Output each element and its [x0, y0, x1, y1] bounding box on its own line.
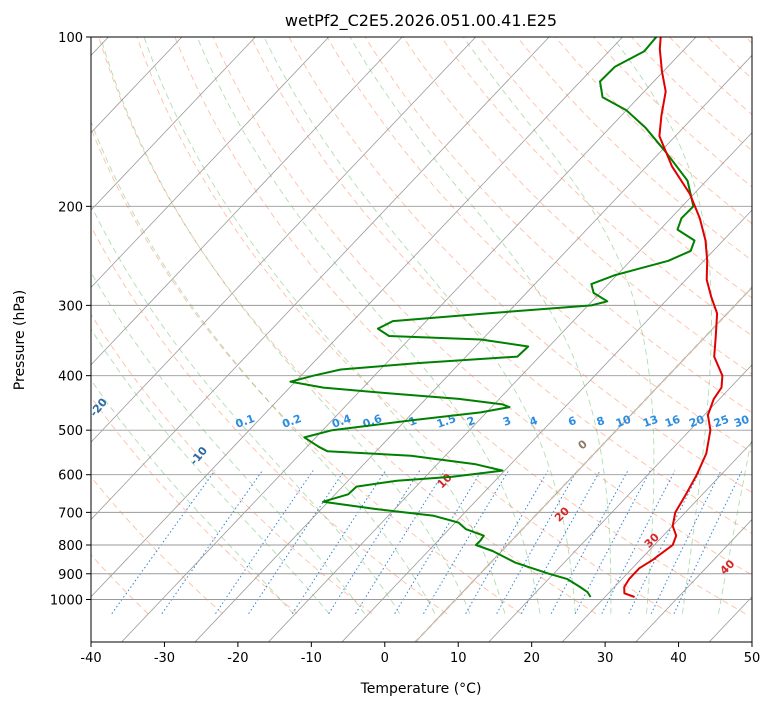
- mixing-ratio-label: 25: [712, 413, 731, 430]
- x-tick-label: -40: [80, 651, 101, 666]
- dry-adiabat-line: [283, 25, 775, 614]
- dry-adiabat-label: -10: [187, 444, 210, 468]
- moist-adiabat-line: [0, 37, 293, 614]
- mixing-ratio-label: 0.6: [361, 412, 384, 431]
- moist-adiabats: [0, 37, 775, 614]
- y-tick-label: 100: [58, 31, 83, 46]
- isotherm-gridline: [709, 37, 775, 642]
- x-tick-label: -10: [301, 651, 322, 666]
- moist-adiabat-line: [613, 37, 712, 614]
- moist-adiabat-label: 30: [642, 530, 662, 550]
- mixing-ratio-line: [329, 471, 420, 614]
- dry-adiabat-line: [133, 25, 671, 614]
- dewpoint-line: [290, 37, 694, 597]
- freezing-level-label: 0: [576, 437, 590, 452]
- moist-adiabat-label: 40: [717, 557, 737, 577]
- dry-adiabat-line: [245, 25, 775, 614]
- mixing-ratio-label: 8: [595, 414, 607, 429]
- dry-adiabats: [0, 25, 775, 614]
- dry-adiabat-line: [545, 25, 775, 614]
- mixing-ratio-line: [551, 471, 628, 614]
- profiles: [290, 37, 722, 597]
- isotherm-gridline: [562, 37, 775, 642]
- x-tick-label: -30: [154, 651, 175, 666]
- moist-adiabat-line: [64, 37, 435, 614]
- moist-adiabat-line: [755, 37, 775, 614]
- y-tick-label: 300: [58, 299, 83, 314]
- x-tick-label: 50: [744, 651, 761, 666]
- dry-adiabat-line: [95, 25, 596, 614]
- isotherm-gridline: [489, 37, 775, 642]
- mixing-ratio-label: 4: [528, 414, 540, 429]
- x-axis-label: Temperature (°C): [360, 681, 482, 697]
- mixing-ratio-line: [292, 471, 385, 614]
- chart-title: wetPf2_C2E5.2026.051.00.41.E25: [285, 11, 557, 31]
- y-tick-label: 800: [58, 539, 83, 554]
- y-tick-label: 200: [58, 200, 83, 215]
- plot-frame: [91, 37, 752, 642]
- mixing-ratio-line: [395, 471, 482, 614]
- mixing-ratio-line: [629, 471, 700, 614]
- dry-adiabat-line: [0, 25, 223, 614]
- moist-adiabat-label: 20: [552, 504, 572, 524]
- y-tick-label: 500: [58, 424, 83, 439]
- dry-adiabat-line: [0, 25, 372, 614]
- dry-adiabat-line: [433, 25, 775, 614]
- mixing-ratio-line: [249, 471, 345, 614]
- isotherm-gridline: [0, 37, 329, 642]
- dry-adiabat-line: [732, 25, 775, 614]
- isotherm-gridline: [268, 37, 775, 642]
- moist-adiabat-line: [101, 37, 470, 614]
- y-tick-label: 400: [58, 370, 83, 385]
- mixing-ratio-label: 0.1: [234, 412, 257, 431]
- moist-adiabat-line: [719, 37, 775, 614]
- dry-adiabat-line: [770, 25, 775, 614]
- mixing-ratio-label: 2: [465, 414, 477, 429]
- y-tick-label: 600: [58, 469, 83, 484]
- x-tick-label: 0: [381, 651, 389, 666]
- dry-adiabat-line: [320, 25, 775, 614]
- moist-adiabat-line: [0, 37, 329, 614]
- y-tick-label: 900: [58, 568, 83, 583]
- x-tick-label: -20: [227, 651, 248, 666]
- mixing-ratio-label: 6: [566, 414, 578, 429]
- mixing-ratio-label: 36: [753, 413, 772, 431]
- x-tick-label: 20: [523, 651, 540, 666]
- y-tick-label: 700: [58, 506, 83, 521]
- mixing-ratio-label: 13: [641, 413, 660, 430]
- x-tick-label: 40: [670, 651, 687, 666]
- isotherm-gridline: [636, 37, 775, 642]
- mixing-ratio-label: 30: [732, 413, 751, 431]
- y-axis-label: Pressure (hPa): [12, 290, 28, 390]
- moist-adiabat-labels: 10 20 30 40: [435, 471, 738, 577]
- moist-adiabat-line: [463, 37, 654, 614]
- mixing-ratio-line: [162, 471, 263, 614]
- dry-adiabat-line: [395, 25, 775, 614]
- mixing-ratio-label: 3: [501, 414, 513, 429]
- mixing-ratio-label: 0.2: [280, 412, 303, 431]
- plot-area: -100-90-80-70-60-50-40-30-20-100 1020304…: [0, 25, 775, 643]
- moist-adiabat-label: 10: [435, 471, 455, 491]
- x-tick-label: 30: [597, 651, 614, 666]
- mixing-ratio-label: 16: [663, 413, 682, 431]
- y-tick-label: 1000: [50, 594, 83, 609]
- moist-adiabat-line: [33, 37, 400, 614]
- mixing-ratio-line: [497, 471, 577, 614]
- moist-adiabat-line: [350, 37, 611, 614]
- isotherm-gridline: [342, 37, 775, 642]
- dry-adiabat-line: [0, 25, 73, 614]
- x-tick-label: 10: [450, 651, 467, 666]
- moist-adiabat-line: [197, 37, 540, 614]
